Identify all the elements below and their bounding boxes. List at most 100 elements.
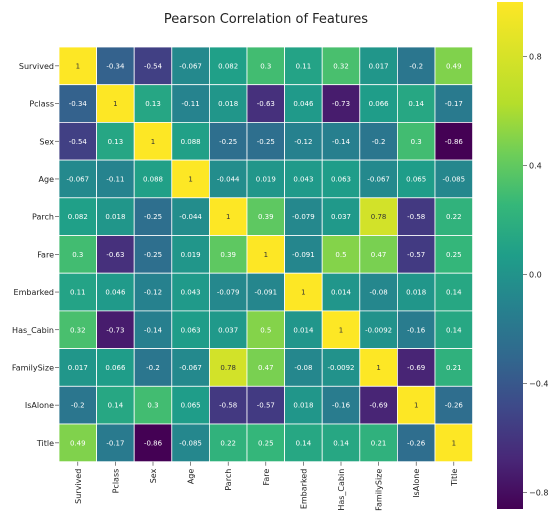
heatmap-cell-fare-familysize xyxy=(359,235,398,274)
heatmap-cell-label: 1 xyxy=(226,213,230,221)
heatmap-cell-label: -0.63 xyxy=(257,100,275,108)
heatmap-cell-label: -0.26 xyxy=(445,402,464,410)
heatmap-cell-sex-familysize xyxy=(359,122,398,161)
heatmap-cell-label: -0.25 xyxy=(257,138,275,146)
heatmap-cell-label: 0.018 xyxy=(105,213,125,221)
heatmap-cell-embarked-familysize xyxy=(359,272,398,312)
heatmap-cell-label: 0.014 xyxy=(293,326,314,334)
heatmap-cell-label: 0.018 xyxy=(293,402,313,410)
heatmap-cell-label: 0.046 xyxy=(105,289,126,297)
heatmap-cell-label: 0.5 xyxy=(260,326,271,334)
heatmap-cell-label: 0.47 xyxy=(371,251,387,259)
heatmap-cell-familysize-sex xyxy=(133,348,173,387)
heatmap-cell-title-pclass xyxy=(96,423,135,463)
heatmap-cell-pclass-survived xyxy=(58,84,97,123)
heatmap-cell-embarked-pclass xyxy=(96,272,135,312)
row-label-survived: Survived xyxy=(19,62,54,71)
heatmap-cell-title-title xyxy=(434,423,473,463)
heatmap-cell-label: -0.16 xyxy=(332,402,351,410)
heatmap-cell-title-familysize xyxy=(359,423,398,463)
col-label-embarked: Embarked xyxy=(299,469,308,509)
heatmap-cell-label: 0.11 xyxy=(70,289,86,297)
heatmap-cell-label: -0.17 xyxy=(445,100,463,108)
heatmap-cell-age-sex xyxy=(133,159,173,199)
col-label-fare: Fare xyxy=(262,469,271,486)
row-label-pclass: Pclass xyxy=(29,100,54,109)
heatmap-cell-label: -0.067 xyxy=(67,175,90,183)
heatmap-cell-title-has_cabin xyxy=(321,423,361,463)
heatmap-cell-sex-title xyxy=(434,122,473,161)
heatmap-cell-label: 1 xyxy=(113,100,117,108)
heatmap-cell-survived-pclass xyxy=(96,46,135,86)
heatmap-cell-label: -0.69 xyxy=(407,364,425,372)
heatmap-cell-pclass-sex xyxy=(133,84,173,123)
heatmap-cell-label: -0.14 xyxy=(332,138,351,146)
heatmap-cell-label: 0.25 xyxy=(446,251,462,259)
heatmap-cell-embarked-fare xyxy=(246,272,285,312)
heatmap-cell-label: 0.018 xyxy=(218,100,238,108)
heatmap-cell-label: 0.018 xyxy=(406,289,426,297)
col-label-parch: Parch xyxy=(224,469,233,491)
heatmap-cell-label: -0.12 xyxy=(144,289,162,297)
heatmap-cell-label: 1 xyxy=(76,62,80,70)
heatmap-cell-embarked-has_cabin xyxy=(321,272,361,312)
heatmap-cell-label: 0.14 xyxy=(333,439,349,447)
heatmap-cell-label: 0.11 xyxy=(296,62,312,70)
heatmap-cell-has_cabin-fare xyxy=(246,310,285,349)
heatmap-cell-title-sex xyxy=(133,423,173,463)
heatmap-cell-label: 0.13 xyxy=(108,138,124,146)
row-label-isalone: IsAlone xyxy=(25,401,54,410)
heatmap-cell-age-title xyxy=(434,159,473,199)
heatmap-cell-isalone-age xyxy=(171,385,210,425)
heatmap-cell-has_cabin-title xyxy=(434,310,473,349)
heatmap-cell-age-embarked xyxy=(284,159,323,199)
heatmap-cell-label: 0.082 xyxy=(68,213,88,221)
heatmap-cell-label: -0.2 xyxy=(409,62,423,70)
heatmap-cell-survived-isalone xyxy=(396,46,436,86)
heatmap-cell-has_cabin-parch xyxy=(208,310,248,349)
heatmap-cell-familysize-title xyxy=(434,348,473,387)
heatmap-cell-label: -0.73 xyxy=(106,326,124,334)
heatmap-cell-parch-title xyxy=(434,197,473,236)
heatmap-cell-label: 0.037 xyxy=(218,326,238,334)
heatmap-cell-has_cabin-pclass xyxy=(96,310,135,349)
heatmap-cell-embarked-embarked xyxy=(284,272,323,312)
heatmap-cell-has_cabin-embarked xyxy=(284,310,323,349)
heatmap-cell-label: 1 xyxy=(151,138,155,146)
heatmap-cell-fare-age xyxy=(171,235,210,274)
heatmap-cell-familysize-survived xyxy=(58,348,97,387)
heatmap-cell-parch-age xyxy=(171,197,210,236)
heatmap-cell-label: -0.044 xyxy=(217,175,240,183)
chart-title: Pearson Correlation of Features xyxy=(164,12,368,27)
heatmap-cell-label: 0.017 xyxy=(369,62,389,70)
row-label-embarked: Embarked xyxy=(14,288,54,297)
heatmap-cell-fare-fare xyxy=(246,235,285,274)
heatmap-cell-parch-isalone xyxy=(396,197,436,236)
heatmap-cell-label: 0.39 xyxy=(220,251,236,259)
heatmap-cell-label: 1 xyxy=(188,175,192,183)
heatmap-cell-label: -0.08 xyxy=(294,364,312,372)
heatmap-cell-label: 1 xyxy=(301,289,305,297)
heatmap-cell-label: -0.067 xyxy=(179,62,202,70)
heatmap-cell-parch-sex xyxy=(133,197,173,236)
heatmap-cell-label: 0.3 xyxy=(72,251,83,259)
heatmap-cell-label: 0.14 xyxy=(408,100,424,108)
heatmap-cell-sex-fare xyxy=(246,122,285,161)
heatmap-cell-label: -0.54 xyxy=(69,138,88,146)
colorbar-tick-label: −0.8 xyxy=(529,489,548,498)
heatmap-cell-label: 0.3 xyxy=(260,62,271,70)
col-label-age: Age xyxy=(187,469,196,485)
heatmap-cell-label: -0.57 xyxy=(257,402,275,410)
heatmap-cell-isalone-parch xyxy=(208,385,248,425)
heatmap-cell-label: 1 xyxy=(339,326,343,334)
heatmap-cell-pclass-familysize xyxy=(359,84,398,123)
col-label-has_cabin: Has_Cabin xyxy=(337,469,346,511)
heatmap-cell-label: -0.73 xyxy=(332,100,350,108)
heatmap-cell-label: 0.47 xyxy=(258,364,274,372)
heatmap-cell-familysize-embarked xyxy=(284,348,323,387)
row-label-title: Title xyxy=(36,439,54,448)
heatmap-cell-label: 0.32 xyxy=(333,62,349,70)
heatmap-cell-sex-parch xyxy=(208,122,248,161)
heatmap-cell-label: 0.5 xyxy=(335,251,346,259)
heatmap-cell-pclass-title xyxy=(434,84,473,123)
